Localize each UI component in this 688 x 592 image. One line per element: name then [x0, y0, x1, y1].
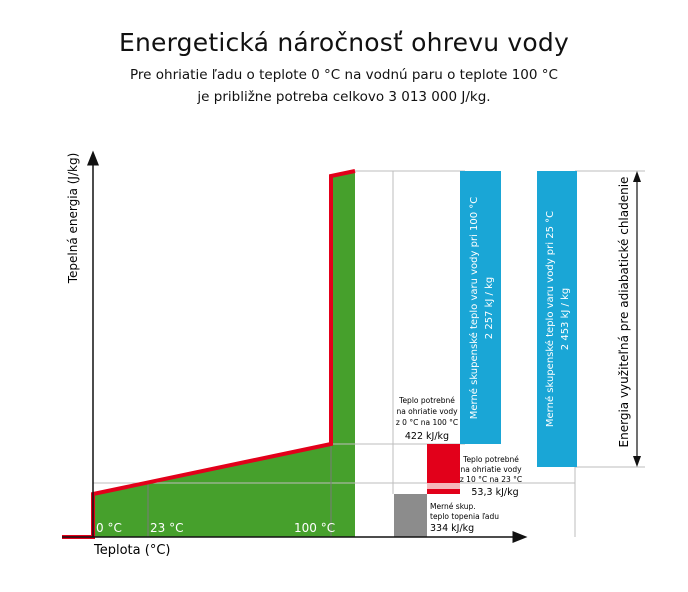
- diagram-title: Energetická náročnosť ohrevu vody: [119, 28, 569, 57]
- adiabatic-cooling-label: Energia využiteľná pre adiabatické chlad…: [617, 177, 631, 448]
- diagram-subtitle-line2: je približne potreba celkovo 3 013 000 J…: [197, 89, 491, 105]
- arrow-head-top: [633, 171, 641, 182]
- x-tick-label-0: 0 °C: [96, 521, 122, 535]
- y-axis-label: Tepelná energia (J/kg): [66, 153, 80, 285]
- bar-vapor-25-value: 2 453 kJ / kg: [560, 288, 571, 350]
- heat-0-100-value: 422 kJ/kg: [405, 431, 449, 442]
- x-axis-label: Teplota (°C): [93, 543, 170, 558]
- bar-vapor-100: [460, 171, 501, 444]
- bar-melt-heat: [394, 494, 427, 537]
- bar-vapor-100-value: 2 257 kJ / kg: [484, 277, 495, 339]
- bar-vapor-100-title: Merné skupenské teplo varu vody pri 100 …: [468, 197, 480, 420]
- arrow-head-bottom: [633, 456, 641, 467]
- x-tick-label-100: 100 °C: [294, 521, 335, 535]
- heat-10-23-value: 53,3 kJ/kg: [471, 487, 518, 498]
- bar-vapor-25-label: Merné skupenské teplo varu vody pri 25 °…: [544, 211, 571, 427]
- heat-0-100-line2: na ohriatie vody: [396, 407, 458, 416]
- melt-heat-line1: Merné skup.: [430, 502, 476, 511]
- energy-area: [93, 171, 355, 537]
- bar-vapor-100-label: Merné skupenské teplo varu vody pri 100 …: [468, 197, 495, 420]
- bar-heat-10-23-highlight: [427, 483, 460, 489]
- bar-vapor-25: [537, 171, 577, 467]
- heat-10-23-line1: Teplo potrebné: [462, 455, 519, 464]
- diagram-subtitle-line1: Pre ohriatie ľadu o teplote 0 °C na vodn…: [130, 67, 558, 83]
- heat-0-100-line1: Teplo potrebné: [398, 396, 455, 405]
- bar-vapor-25-title: Merné skupenské teplo varu vody pri 25 °…: [544, 211, 556, 427]
- heat-10-23-line3: z 10 °C na 23 °C: [460, 475, 522, 484]
- melt-heat-line2: teplo topenia ľadu: [430, 512, 499, 521]
- heat-10-23-line2: na ohriatie vody: [460, 465, 522, 474]
- melt-heat-value: 334 kJ/kg: [430, 523, 474, 534]
- heat-0-100-line3: z 0 °C na 100 °C: [396, 418, 458, 427]
- x-tick-label-23: 23 °C: [150, 521, 183, 535]
